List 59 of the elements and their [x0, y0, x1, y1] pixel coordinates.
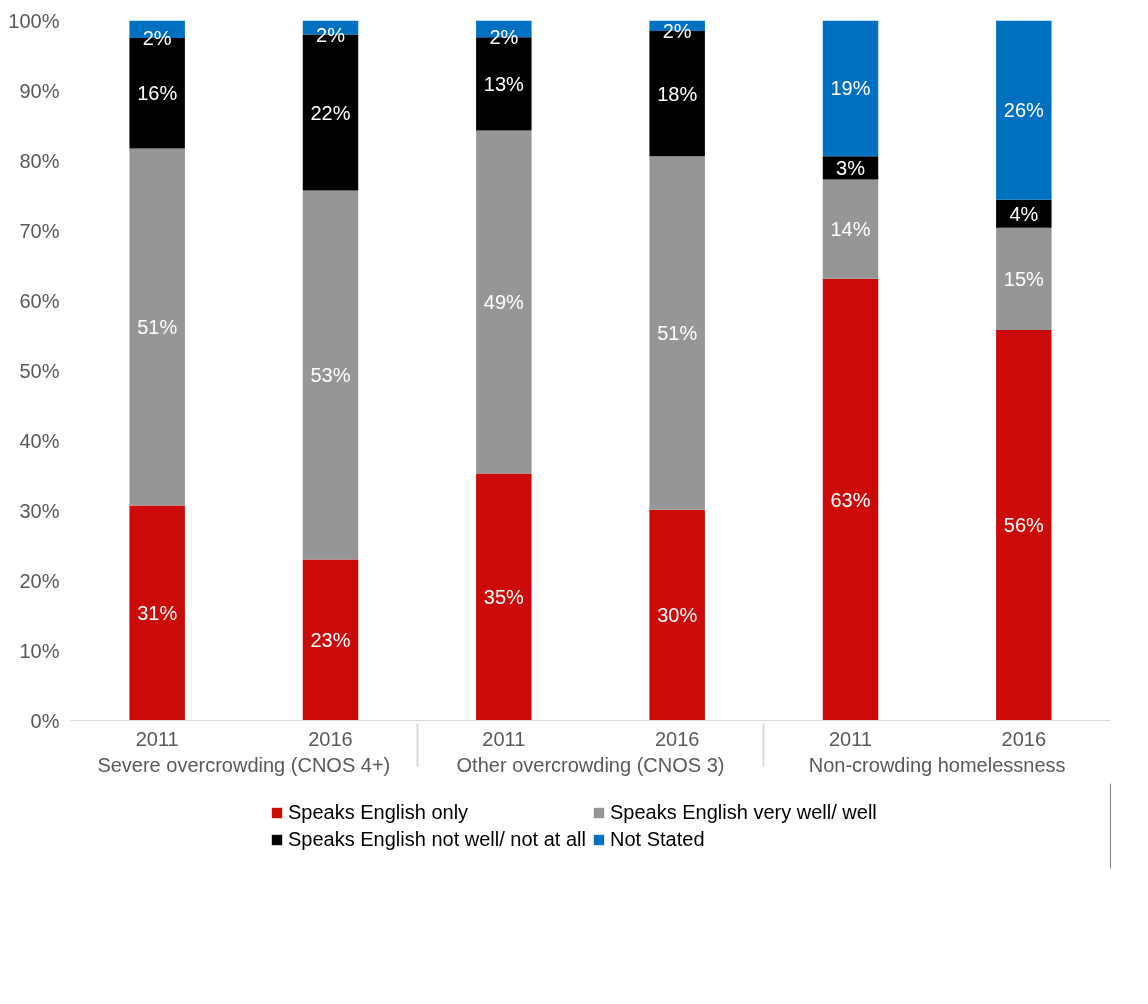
y-tick-label: 20% [19, 569, 60, 592]
data-label: 15% [1003, 267, 1045, 290]
x-tick-label: 2011 [135, 727, 179, 750]
data-label: 16% [137, 82, 178, 105]
bar [822, 20, 879, 157]
text: Other overcrowding (CNOS 3) [456, 753, 725, 776]
bar [649, 509, 705, 721]
legend-label: Speaks English very well/ well [610, 800, 878, 824]
data-label: 35% [483, 585, 525, 608]
data-label: 53% [310, 364, 351, 387]
text: Severe overcrowding (CNOS 4+) [97, 753, 391, 776]
bar [649, 156, 705, 510]
x-tick-label: 2016 [654, 727, 700, 750]
x-tick-label: 2016 [1001, 727, 1047, 750]
data-label: 13% [483, 72, 525, 95]
data-label: 3% [836, 156, 866, 179]
legend-label: Not Stated [610, 827, 706, 851]
legend-label: Speaks English only [288, 800, 470, 824]
y-tick-label: 90% [19, 79, 60, 102]
bar [302, 190, 359, 560]
bar [129, 505, 185, 721]
data-label: 26% [1003, 99, 1045, 122]
bar [822, 179, 879, 279]
data-label: 14% [830, 218, 871, 241]
y-tick-label: 50% [19, 359, 60, 382]
text: Non-crowding homelessness [808, 753, 1066, 776]
x-tick-label: 2011 [482, 727, 526, 750]
y-tick-label: 30% [19, 499, 60, 522]
bar [476, 473, 532, 721]
data-label: 30% [657, 604, 698, 627]
legend-label: Speaks English not well/ not at all [288, 827, 587, 851]
data-label: 18% [657, 82, 698, 105]
bar [822, 278, 879, 721]
bar [996, 329, 1052, 721]
bar [996, 227, 1052, 330]
data-label: 49% [483, 290, 525, 313]
y-tick-label: 100% [8, 9, 60, 32]
bar [302, 559, 359, 721]
y-tick-label: 70% [19, 219, 60, 242]
data-label: 19% [830, 77, 871, 100]
x-tick-label: 2016 [308, 727, 353, 750]
y-tick-label: 40% [19, 429, 60, 452]
data-label: 51% [137, 316, 178, 339]
data-label: 63% [830, 488, 871, 511]
y-tick-label: 80% [19, 149, 60, 172]
bar [129, 148, 185, 506]
data-label: 4% [1009, 202, 1039, 225]
bar [996, 20, 1052, 200]
data-label: 2% [316, 23, 346, 46]
y-tick-label: 10% [19, 639, 60, 662]
y-tick-label: 0% [30, 709, 60, 732]
data-label: 56% [1003, 514, 1045, 537]
data-label: 23% [310, 629, 351, 651]
data-label: 51% [657, 322, 698, 345]
data-label: 31% [137, 602, 178, 625]
y-tick-label: 60% [19, 289, 60, 312]
data-label: 22% [310, 101, 351, 124]
x-tick-label: 2011 [829, 727, 873, 750]
bar [476, 130, 532, 474]
